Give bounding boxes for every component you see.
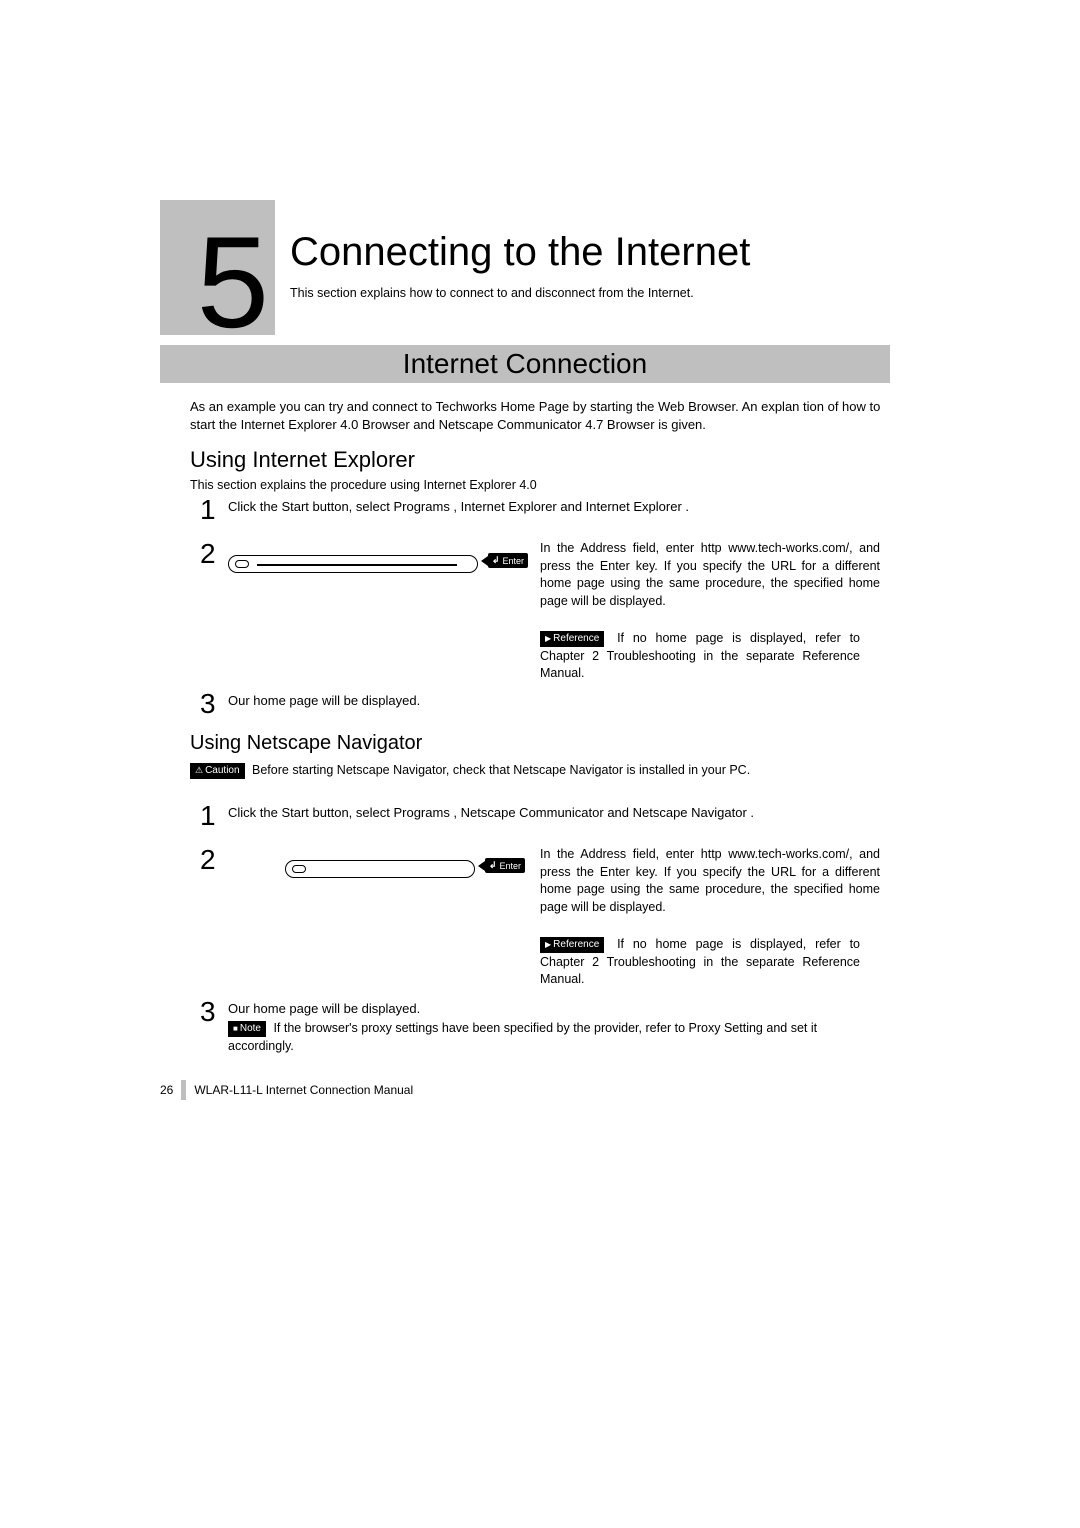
nn-note: Note If the browser's proxy settings hav… xyxy=(228,1020,858,1055)
step-text: Click the Start button, select Programs … xyxy=(228,496,798,524)
note-text: If the browser's proxy settings have bee… xyxy=(228,1021,817,1053)
enter-label: Enter xyxy=(502,556,524,566)
arrow-left-icon xyxy=(481,556,488,566)
section-heading-bar: Internet Connection xyxy=(160,345,890,383)
address-bar-knob xyxy=(292,865,306,873)
ie-heading: Using Internet Explorer xyxy=(190,447,415,473)
step-number: 3 xyxy=(200,690,228,718)
nn-step-1: 1 Click the Start button, select Program… xyxy=(200,802,840,830)
nn-step-2: 2 xyxy=(200,846,228,874)
nn-reference-note: Reference If no home page is displayed, … xyxy=(540,936,860,989)
reference-badge: Reference xyxy=(540,937,604,953)
nn-address-bar-figure: ↲Enter xyxy=(285,860,475,878)
caution-text: Before starting Netscape Navigator, chec… xyxy=(249,763,751,777)
nn-step-2-text: In the Address field, enter http www.tec… xyxy=(540,846,880,916)
step-text: Our home page will be displayed. xyxy=(228,690,420,718)
footer-title: WLAR-L11-L Internet Connection Manual xyxy=(194,1083,413,1097)
step-text: Click the Start button, select Programs … xyxy=(228,802,798,830)
step-number: 3 xyxy=(200,998,228,1026)
enter-key-badge: ↲Enter xyxy=(488,553,528,568)
chapter-title: Connecting to the Internet xyxy=(290,230,750,275)
enter-label: Enter xyxy=(499,861,521,871)
enter-key-callout: ↲Enter xyxy=(481,553,528,568)
reference-badge: Reference xyxy=(540,631,604,647)
ie-step-2: 2 xyxy=(200,540,228,568)
caution-badge: Caution xyxy=(190,763,245,779)
enter-key-badge: ↲Enter xyxy=(485,858,525,873)
ie-reference-note: Reference If no home page is displayed, … xyxy=(540,630,860,683)
address-bar-knob xyxy=(235,560,249,568)
arrow-left-icon xyxy=(478,861,485,871)
footer-divider xyxy=(181,1080,186,1100)
enter-key-callout: ↲Enter xyxy=(478,858,525,873)
step-number: 1 xyxy=(200,802,228,830)
step-number: 1 xyxy=(200,496,228,524)
ie-step-3: 3 Our home page will be displayed. xyxy=(200,690,420,718)
page-number: 26 xyxy=(160,1083,173,1097)
step-number: 2 xyxy=(200,540,228,568)
ie-address-bar-figure: ↲Enter xyxy=(228,555,478,573)
intro-paragraph: As an example you can try and connect to… xyxy=(190,398,890,433)
chapter-subtitle: This section explains how to connect to … xyxy=(290,286,694,300)
ie-step-2-text: In the Address field, enter http www.tec… xyxy=(540,540,880,610)
nn-heading: Using Netscape Navigator xyxy=(190,732,422,755)
address-bar-shape xyxy=(285,860,475,878)
ie-step-1: 1 Click the Start button, select Program… xyxy=(200,496,840,524)
page-footer: 26 WLAR-L11-L Internet Connection Manual xyxy=(160,1080,413,1100)
step-number: 2 xyxy=(200,846,228,874)
chapter-number: 5 xyxy=(197,217,269,347)
address-bar-shape xyxy=(228,555,478,573)
ie-subtext: This section explains the procedure usin… xyxy=(190,478,537,492)
chapter-number-box: 5 xyxy=(160,200,275,335)
nn-caution-note: Caution Before starting Netscape Navigat… xyxy=(190,762,870,780)
note-badge: Note xyxy=(228,1021,266,1037)
